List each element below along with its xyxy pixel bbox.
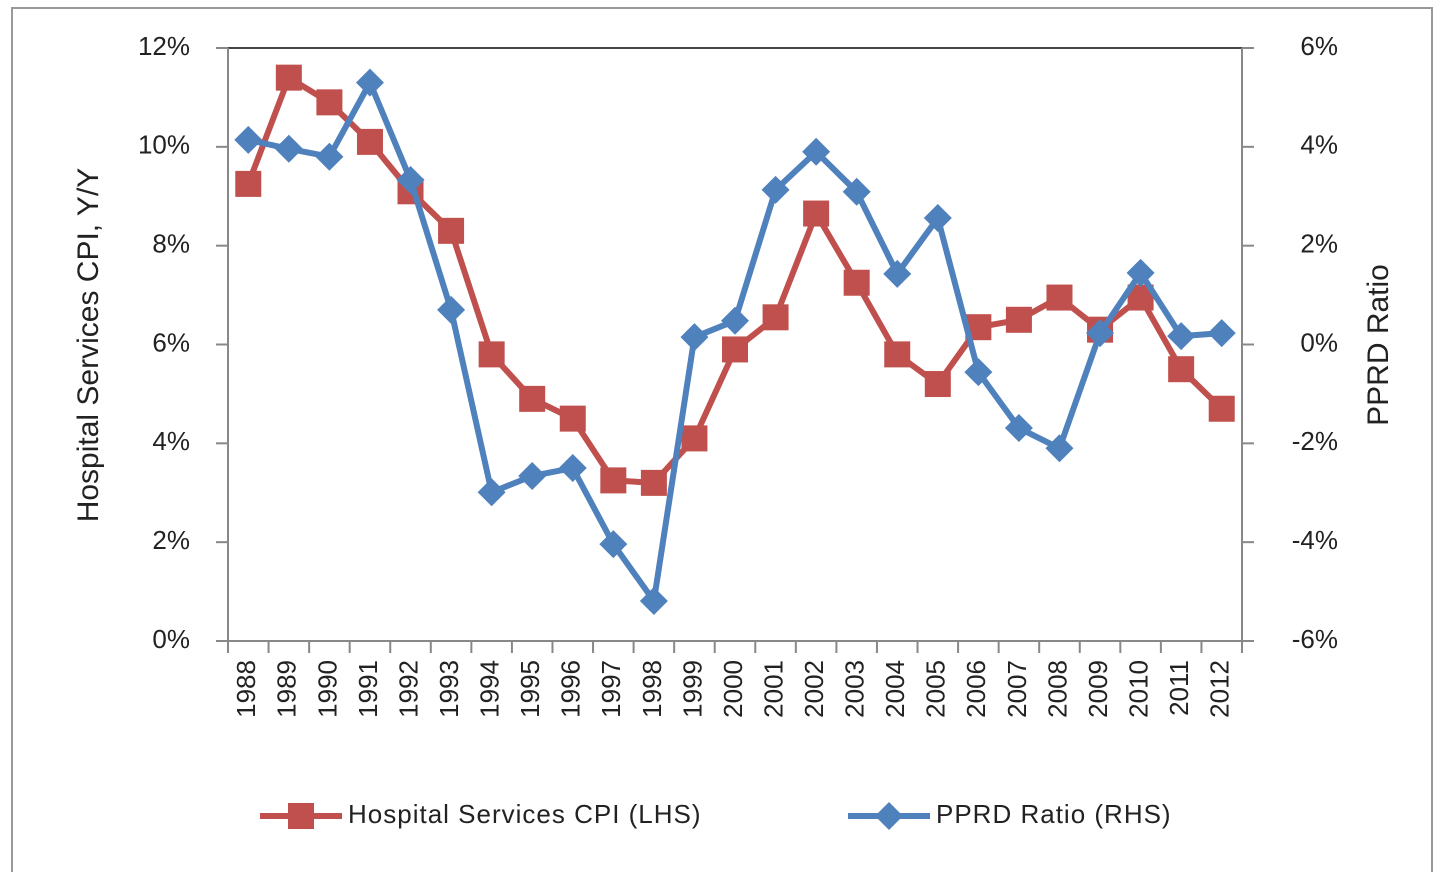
data-point: [559, 405, 586, 432]
data-point: [1208, 395, 1235, 422]
x-tick-label: 1994: [475, 660, 505, 718]
data-point: [842, 177, 871, 206]
x-tick-label: 1988: [231, 660, 261, 718]
legend-label: Hospital Services CPI (LHS): [348, 799, 702, 829]
data-point: [1126, 258, 1155, 287]
data-point: [315, 142, 344, 171]
data-point: [437, 295, 466, 324]
x-tick-label: 1991: [353, 660, 383, 718]
data-point: [843, 269, 870, 296]
data-point: [761, 175, 790, 204]
data-point: [518, 461, 547, 490]
data-point: [924, 371, 951, 398]
data-point: [396, 165, 425, 194]
x-tick-label: 2008: [1042, 660, 1072, 718]
y2-tick-label: -4%: [1292, 525, 1338, 555]
x-tick-label: 2003: [840, 660, 870, 718]
data-point: [884, 341, 911, 368]
data-point: [964, 358, 993, 387]
data-point: [275, 64, 302, 91]
x-tick-label: 2005: [921, 660, 951, 718]
data-point: [356, 128, 383, 155]
data-point: [802, 137, 831, 166]
data-point: [681, 425, 708, 452]
data-point: [558, 454, 587, 483]
y-tick-label: 10%: [138, 130, 190, 160]
data-point: [438, 217, 465, 244]
data-point: [762, 304, 789, 331]
data-point: [274, 134, 303, 163]
y-tick-label: 4%: [152, 426, 190, 456]
data-point: [234, 125, 263, 154]
y-tick-label: 12%: [138, 31, 190, 61]
data-point: [599, 530, 628, 559]
y2-tick-label: -2%: [1292, 426, 1338, 456]
data-point: [1167, 322, 1196, 351]
data-point: [721, 306, 749, 335]
y-tick-label: 6%: [152, 327, 190, 357]
legend-label: PPRD Ratio (RHS): [936, 799, 1172, 829]
data-point: [1168, 356, 1195, 383]
data-point: [1005, 306, 1032, 333]
x-tick-label: 2010: [1123, 660, 1153, 718]
x-tick-label: 1992: [393, 660, 423, 718]
x-tick-label: 1989: [272, 660, 302, 718]
data-point: [883, 259, 912, 288]
x-tick-label: 1993: [434, 660, 464, 718]
y2-tick-label: 2%: [1300, 229, 1338, 259]
data-point: [680, 323, 709, 352]
x-tick-label: 2011: [1164, 660, 1194, 716]
x-tick-label: 1998: [637, 660, 667, 718]
data-point: [1046, 284, 1073, 311]
data-point: [355, 68, 384, 97]
y-tick-label: 0%: [152, 624, 190, 654]
y2-axis-label: PPRD Ratio: [1362, 264, 1395, 426]
data-point: [923, 203, 952, 232]
data-point: [600, 467, 627, 494]
legend-marker: [288, 803, 314, 829]
y2-tick-label: 0%: [1300, 327, 1338, 357]
x-tick-label: 2000: [718, 660, 748, 718]
data-point: [235, 170, 262, 197]
x-tick-label: 2007: [1002, 660, 1032, 718]
x-tick-label: 2004: [880, 660, 910, 718]
data-point: [1004, 414, 1033, 443]
x-tick-label: 1990: [312, 660, 342, 718]
x-tick-label: 2009: [1083, 660, 1113, 718]
x-tick-label: 2001: [758, 660, 788, 718]
x-tick-label: 2006: [961, 660, 991, 718]
data-point: [1045, 434, 1074, 463]
x-tick-label: 1997: [596, 660, 626, 718]
data-point: [803, 200, 830, 227]
y2-tick-label: 4%: [1300, 130, 1338, 160]
x-tick-label: 2012: [1205, 660, 1235, 718]
data-point: [477, 478, 506, 507]
data-point: [478, 341, 505, 368]
x-tick-label: 1995: [515, 660, 545, 718]
y-tick-label: 2%: [152, 525, 190, 555]
chart-border: [11, 7, 1433, 872]
data-point: [316, 89, 343, 116]
y2-tick-label: -6%: [1292, 624, 1338, 654]
x-tick-label: 2002: [799, 660, 829, 718]
data-point: [1086, 319, 1115, 348]
x-tick-label: 1996: [556, 660, 586, 718]
data-point: [722, 336, 748, 363]
legend-marker: [875, 802, 903, 830]
y-tick-label: 8%: [152, 229, 190, 259]
data-point: [519, 385, 546, 412]
x-tick-label: 1999: [677, 660, 707, 718]
data-point: [639, 586, 668, 615]
data-point: [1207, 319, 1236, 348]
data-point: [640, 469, 667, 496]
y2-tick-label: 6%: [1300, 31, 1338, 61]
y-axis-label: Hospital Services CPI, Y/Y: [72, 168, 105, 523]
